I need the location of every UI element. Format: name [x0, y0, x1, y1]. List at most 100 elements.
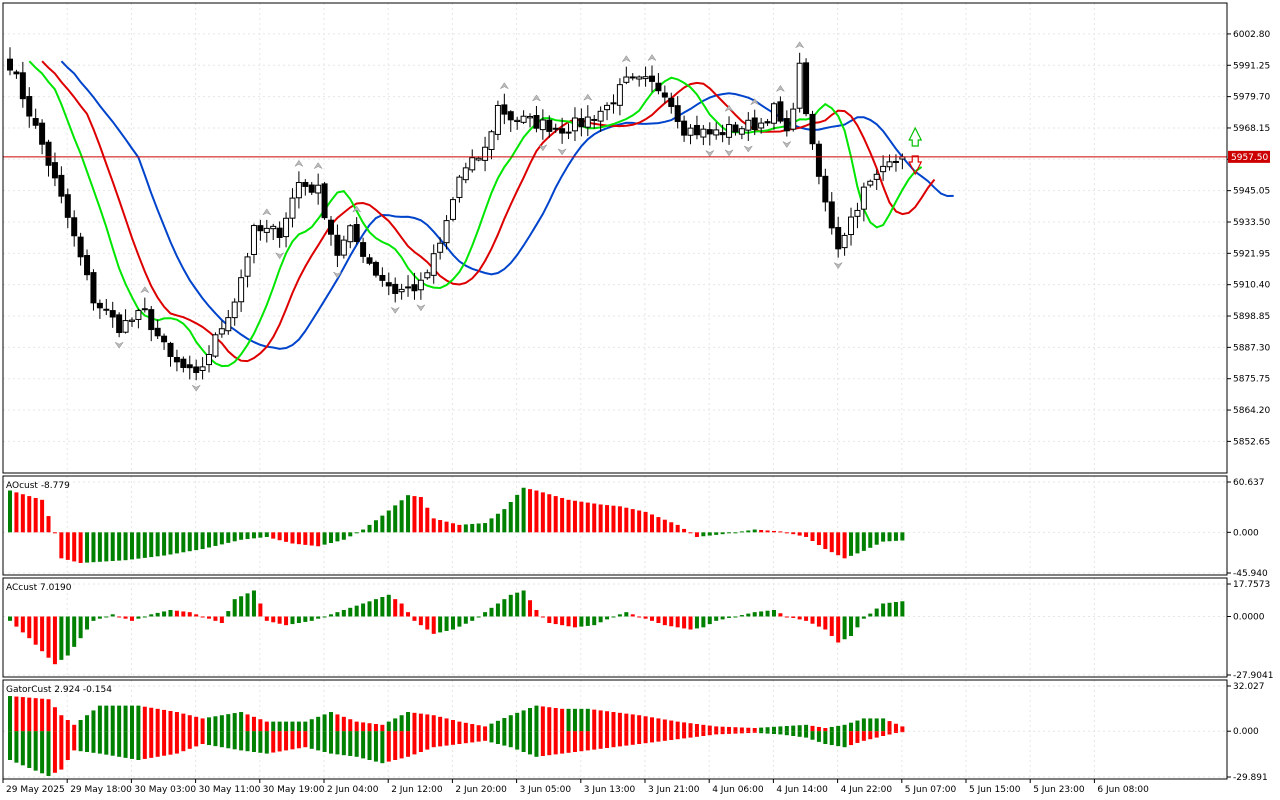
candle[interactable]	[372, 260, 379, 278]
candle[interactable]	[424, 269, 431, 280]
candle[interactable]	[328, 215, 334, 246]
candle[interactable]	[764, 118, 771, 126]
candle[interactable]	[77, 232, 84, 266]
candle[interactable]	[449, 196, 456, 222]
candle[interactable]	[39, 119, 46, 155]
candle[interactable]	[340, 235, 347, 259]
candle[interactable]	[19, 61, 26, 108]
ao-pane[interactable]	[8, 487, 905, 563]
candle[interactable]	[96, 299, 103, 319]
candle[interactable]	[559, 117, 566, 144]
candle[interactable]	[693, 115, 700, 140]
candle[interactable]	[501, 93, 508, 125]
candle[interactable]	[64, 188, 71, 229]
candle[interactable]	[571, 107, 578, 142]
candle[interactable]	[360, 237, 367, 263]
candle[interactable]	[392, 277, 399, 303]
candle[interactable]	[738, 126, 745, 140]
candle[interactable]	[379, 267, 386, 287]
candle[interactable]	[334, 224, 341, 268]
ac-pane[interactable]	[8, 590, 905, 665]
candle[interactable]	[854, 202, 861, 229]
candle[interactable]	[629, 73, 636, 81]
candle[interactable]	[283, 212, 290, 248]
candle[interactable]	[604, 102, 611, 121]
candle[interactable]	[13, 69, 20, 79]
candle[interactable]	[90, 269, 97, 311]
candle[interactable]	[456, 174, 463, 203]
candle[interactable]	[700, 125, 707, 146]
candle[interactable]	[546, 115, 553, 138]
candle[interactable]	[777, 96, 784, 124]
candle[interactable]	[488, 129, 495, 160]
candle[interactable]	[430, 244, 437, 284]
candle[interactable]	[527, 113, 534, 128]
price-pane[interactable]	[3, 41, 1227, 392]
candle[interactable]	[289, 188, 296, 228]
candle[interactable]	[51, 152, 58, 187]
candle[interactable]	[109, 301, 116, 328]
candle[interactable]	[7, 47, 13, 76]
candle[interactable]	[591, 115, 598, 129]
candle[interactable]	[270, 223, 277, 241]
candle[interactable]	[661, 85, 668, 104]
candle[interactable]	[835, 216, 842, 258]
candle[interactable]	[122, 309, 129, 334]
candle[interactable]	[552, 123, 559, 133]
candle[interactable]	[783, 110, 790, 137]
candle[interactable]	[148, 305, 155, 342]
candle[interactable]	[539, 109, 546, 140]
candle[interactable]	[803, 58, 810, 117]
candle[interactable]	[405, 275, 412, 297]
candle[interactable]	[276, 221, 283, 248]
gator-pane[interactable]	[8, 696, 905, 776]
candle[interactable]	[623, 66, 630, 85]
candle[interactable]	[116, 312, 123, 338]
candle[interactable]	[597, 106, 604, 132]
candle[interactable]	[417, 272, 424, 300]
candle[interactable]	[353, 217, 360, 245]
candle[interactable]	[385, 272, 392, 296]
candle[interactable]	[128, 317, 135, 328]
candle[interactable]	[758, 117, 765, 134]
candle[interactable]	[462, 162, 469, 184]
candle[interactable]	[257, 219, 264, 241]
candle[interactable]	[84, 249, 91, 281]
candle[interactable]	[103, 298, 110, 316]
candle[interactable]	[841, 232, 848, 256]
candle[interactable]	[180, 356, 187, 373]
candle[interactable]	[828, 192, 835, 235]
candle[interactable]	[610, 94, 617, 114]
candle[interactable]	[751, 109, 758, 136]
candle[interactable]	[668, 92, 675, 114]
candle[interactable]	[565, 123, 572, 140]
candle[interactable]	[880, 155, 887, 181]
candle[interactable]	[141, 297, 148, 313]
candle[interactable]	[45, 139, 52, 177]
candle[interactable]	[186, 355, 193, 380]
candle[interactable]	[347, 224, 354, 249]
candle[interactable]	[308, 181, 315, 195]
candle[interactable]	[161, 333, 168, 350]
candle[interactable]	[58, 166, 65, 204]
candle[interactable]	[32, 108, 39, 129]
candle[interactable]	[321, 181, 328, 220]
candle[interactable]	[616, 78, 623, 116]
candle[interactable]	[411, 272, 418, 300]
candle[interactable]	[520, 110, 527, 125]
candle[interactable]	[231, 298, 238, 326]
candle[interactable]	[815, 140, 822, 185]
candle[interactable]	[533, 105, 540, 133]
candle[interactable]	[706, 122, 713, 146]
candle[interactable]	[154, 319, 161, 340]
candle[interactable]	[642, 66, 649, 87]
candle[interactable]	[860, 182, 867, 222]
candle[interactable]	[295, 171, 302, 209]
candle[interactable]	[726, 116, 733, 145]
candle[interactable]	[218, 320, 225, 338]
candle[interactable]	[584, 105, 591, 137]
candle[interactable]	[244, 252, 251, 288]
candle[interactable]	[507, 110, 514, 132]
candle[interactable]	[398, 283, 405, 300]
